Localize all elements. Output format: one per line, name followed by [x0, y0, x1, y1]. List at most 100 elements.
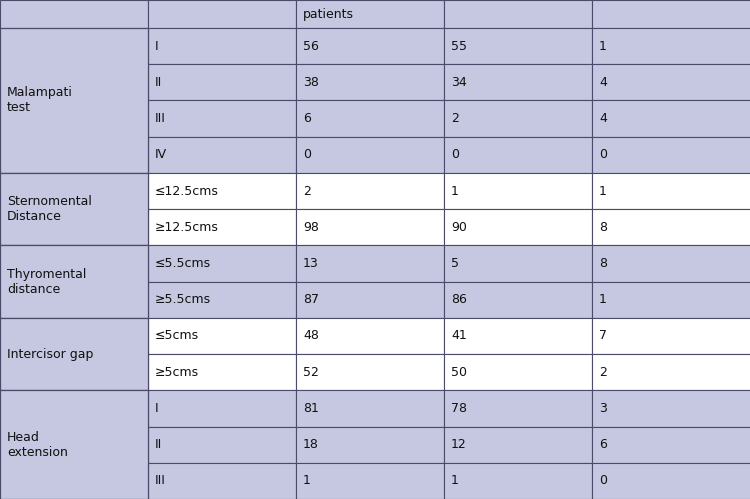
- Bar: [444, 209, 592, 246]
- Text: Thyromental
distance: Thyromental distance: [7, 267, 86, 295]
- Text: 18: 18: [303, 438, 319, 451]
- Text: 1: 1: [303, 475, 310, 488]
- Bar: [592, 100, 750, 137]
- Bar: [0, 390, 148, 499]
- Bar: [592, 427, 750, 463]
- Bar: [296, 28, 444, 64]
- Bar: [148, 28, 296, 64]
- Bar: [296, 281, 444, 318]
- Text: 78: 78: [451, 402, 467, 415]
- Bar: [0, 246, 148, 318]
- Text: 1: 1: [451, 185, 459, 198]
- Bar: [444, 390, 592, 427]
- Text: 4: 4: [599, 112, 607, 125]
- Text: 41: 41: [451, 329, 466, 342]
- Text: 52: 52: [303, 366, 319, 379]
- Text: 4: 4: [599, 76, 607, 89]
- Bar: [444, 100, 592, 137]
- Text: ≥5cms: ≥5cms: [155, 366, 200, 379]
- Bar: [296, 390, 444, 427]
- Bar: [592, 137, 750, 173]
- Bar: [444, 281, 592, 318]
- Text: 5: 5: [451, 257, 459, 270]
- Text: ≥12.5cms: ≥12.5cms: [155, 221, 219, 234]
- Bar: [592, 209, 750, 246]
- Text: 8: 8: [599, 257, 607, 270]
- Bar: [592, 318, 750, 354]
- Bar: [296, 0, 444, 28]
- Bar: [148, 318, 296, 354]
- Bar: [444, 64, 592, 100]
- Text: 1: 1: [599, 293, 607, 306]
- Bar: [0, 28, 148, 173]
- Text: 0: 0: [599, 475, 607, 488]
- Bar: [296, 100, 444, 137]
- Bar: [592, 246, 750, 281]
- Text: 0: 0: [451, 148, 459, 161]
- Bar: [592, 173, 750, 209]
- Text: 0: 0: [599, 148, 607, 161]
- Bar: [592, 28, 750, 64]
- Bar: [296, 246, 444, 281]
- Bar: [444, 173, 592, 209]
- Bar: [148, 281, 296, 318]
- Text: 1: 1: [599, 185, 607, 198]
- Bar: [296, 137, 444, 173]
- Bar: [444, 0, 592, 28]
- Text: II: II: [155, 76, 162, 89]
- Text: 2: 2: [303, 185, 310, 198]
- Text: 87: 87: [303, 293, 319, 306]
- Text: 6: 6: [303, 112, 310, 125]
- Text: 7: 7: [599, 329, 607, 342]
- Bar: [592, 0, 750, 28]
- Text: 55: 55: [451, 39, 467, 52]
- Bar: [148, 209, 296, 246]
- Text: ≤5cms: ≤5cms: [155, 329, 200, 342]
- Text: Intercisor gap: Intercisor gap: [7, 348, 93, 361]
- Bar: [148, 0, 296, 28]
- Bar: [444, 427, 592, 463]
- Bar: [148, 100, 296, 137]
- Text: patients: patients: [303, 7, 354, 20]
- Bar: [0, 0, 148, 28]
- Text: 6: 6: [599, 438, 607, 451]
- Bar: [148, 427, 296, 463]
- Text: 2: 2: [599, 366, 607, 379]
- Text: IV: IV: [155, 148, 167, 161]
- Bar: [296, 354, 444, 390]
- Text: III: III: [155, 112, 166, 125]
- Text: 98: 98: [303, 221, 319, 234]
- Bar: [296, 209, 444, 246]
- Text: II: II: [155, 438, 162, 451]
- Bar: [148, 137, 296, 173]
- Bar: [148, 246, 296, 281]
- Bar: [296, 463, 444, 499]
- Text: 50: 50: [451, 366, 467, 379]
- Text: 34: 34: [451, 76, 466, 89]
- Text: 13: 13: [303, 257, 319, 270]
- Text: 90: 90: [451, 221, 466, 234]
- Text: Malampati
test: Malampati test: [7, 86, 73, 114]
- Text: 12: 12: [451, 438, 466, 451]
- Text: 1: 1: [451, 475, 459, 488]
- Text: 48: 48: [303, 329, 319, 342]
- Text: Sternomental
Distance: Sternomental Distance: [7, 195, 92, 223]
- Bar: [592, 281, 750, 318]
- Bar: [444, 354, 592, 390]
- Text: ≥5.5cms: ≥5.5cms: [155, 293, 212, 306]
- Text: 2: 2: [451, 112, 459, 125]
- Bar: [148, 354, 296, 390]
- Text: 0: 0: [303, 148, 311, 161]
- Text: 56: 56: [303, 39, 319, 52]
- Bar: [296, 173, 444, 209]
- Text: 8: 8: [599, 221, 607, 234]
- Bar: [148, 390, 296, 427]
- Bar: [148, 173, 296, 209]
- Bar: [444, 137, 592, 173]
- Text: ≤5.5cms: ≤5.5cms: [155, 257, 212, 270]
- Bar: [296, 64, 444, 100]
- Bar: [592, 390, 750, 427]
- Bar: [148, 463, 296, 499]
- Text: I: I: [155, 39, 159, 52]
- Bar: [296, 318, 444, 354]
